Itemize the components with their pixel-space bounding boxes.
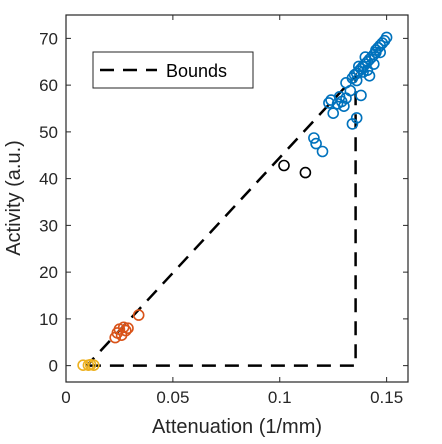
data-point xyxy=(316,145,329,158)
data-point xyxy=(323,97,335,109)
data-points-group xyxy=(77,31,393,372)
y-tick-label: 70 xyxy=(39,29,58,48)
legend-label-bounds: Bounds xyxy=(166,61,227,81)
y-tick-label: 10 xyxy=(39,310,58,329)
data-point xyxy=(344,84,357,97)
data-point xyxy=(299,166,312,179)
y-tick-label: 0 xyxy=(49,357,58,376)
data-point xyxy=(88,359,100,372)
y-tick-label: 30 xyxy=(39,216,58,235)
data-point xyxy=(359,51,372,63)
data-point xyxy=(367,58,380,70)
data-point xyxy=(350,112,363,124)
data-point xyxy=(310,137,322,150)
data-point xyxy=(357,66,369,78)
data-point xyxy=(122,322,134,335)
legend: Bounds xyxy=(92,51,254,89)
y-axis-title: Activity (a.u.) xyxy=(3,140,25,256)
plot-frame xyxy=(65,14,409,383)
data-point xyxy=(120,324,132,337)
y-tick-label: 50 xyxy=(39,123,58,142)
data-point xyxy=(338,100,350,112)
axis-ticks-group: 0 0.05 0.1 0.15 0 10 20 30 40 50 60 70 xyxy=(39,15,408,407)
data-point xyxy=(363,70,376,82)
y-tick-label: 20 xyxy=(39,263,58,282)
legend-box xyxy=(92,51,254,89)
y-tick-label: 40 xyxy=(39,170,58,189)
x-tick-label: 0 xyxy=(61,388,70,407)
x-tick-label: 0.1 xyxy=(268,388,292,407)
data-point xyxy=(308,132,320,144)
data-point xyxy=(380,31,393,44)
x-tick-label: 0.15 xyxy=(370,388,403,407)
data-point xyxy=(355,89,367,102)
data-point xyxy=(350,67,363,80)
data-point xyxy=(132,309,145,321)
x-axis-title: Attenuation (1/mm) xyxy=(152,416,322,438)
x-tick-label: 0.05 xyxy=(156,388,189,407)
data-point xyxy=(327,107,340,119)
y-tick-label: 60 xyxy=(39,76,58,95)
data-point xyxy=(278,159,290,172)
